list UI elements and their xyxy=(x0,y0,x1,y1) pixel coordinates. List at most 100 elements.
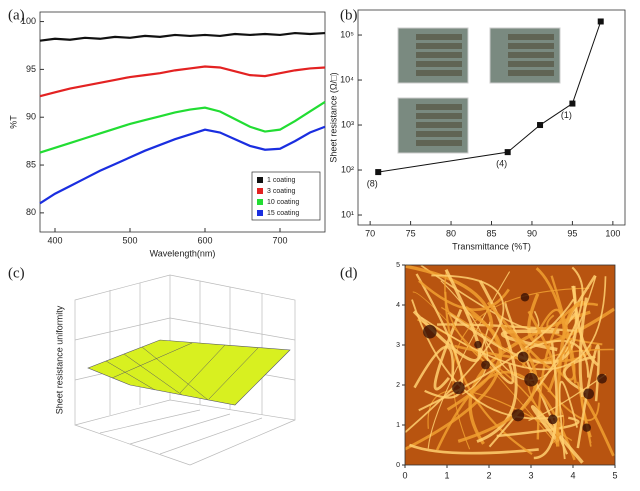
afm-fiber xyxy=(418,298,575,412)
point xyxy=(569,100,576,107)
afm-pore xyxy=(474,340,482,349)
afm-fiber xyxy=(477,345,515,385)
x-tick-label: 75 xyxy=(406,228,416,238)
legend-marker xyxy=(257,177,263,183)
afm-fiber xyxy=(547,346,569,393)
x-tick-label: 80 xyxy=(446,228,456,238)
legend-label: 1 coating xyxy=(267,177,296,184)
panel-label: (c) xyxy=(8,265,25,281)
y-axis-label: %T xyxy=(8,115,18,129)
afm-pore xyxy=(582,423,591,432)
afm-fiber xyxy=(420,276,607,371)
inset-strip xyxy=(508,70,554,76)
plot-frame xyxy=(404,264,616,466)
panel-label: (b) xyxy=(340,7,358,23)
legend-marker xyxy=(257,199,263,205)
x-tick-label: 85 xyxy=(486,228,496,238)
y-tick-label: 85 xyxy=(26,159,36,169)
annotation: (1) xyxy=(561,110,572,120)
afm-pore xyxy=(597,373,607,384)
y-axis-label: Sheet resistance (Ω/□) xyxy=(328,72,338,162)
inset-strip xyxy=(416,61,462,67)
afm-pore xyxy=(511,409,525,422)
y-tick-label: 1 xyxy=(396,422,400,429)
point xyxy=(537,122,544,129)
point xyxy=(597,18,604,25)
y-tick-label: 5 xyxy=(396,262,400,269)
x-tick-label: 4 xyxy=(570,470,575,480)
legend-marker xyxy=(257,188,263,194)
y-tick-label: 4 xyxy=(396,302,400,309)
series-line xyxy=(39,31,326,42)
inset-strip xyxy=(416,131,462,137)
afm-fiber xyxy=(576,344,601,449)
series-line xyxy=(39,65,326,98)
afm-fiber xyxy=(457,323,538,443)
afm-fiber xyxy=(412,291,558,445)
afm-fiber xyxy=(555,301,586,447)
y-tick-label: 3 xyxy=(396,342,400,349)
x-axis-label: Wavelength(nm) xyxy=(150,248,216,258)
inset-strip xyxy=(416,43,462,49)
y-tick-label: 10³ xyxy=(341,119,354,129)
inset-strip xyxy=(416,113,462,119)
afm-fiber xyxy=(412,268,481,363)
legend-label: 15 coating xyxy=(267,210,299,217)
afm-fiber xyxy=(558,380,579,460)
afm-pore xyxy=(520,293,530,302)
plot-frame xyxy=(39,11,326,233)
afm-fiber xyxy=(501,329,560,352)
legend-label: 10 coating xyxy=(267,199,299,206)
x-tick-label: 100 xyxy=(605,228,620,238)
surface xyxy=(87,339,291,406)
afm-fiber xyxy=(405,264,494,328)
series-line xyxy=(39,125,326,205)
afm-fiber xyxy=(440,306,565,446)
afm-pore xyxy=(524,372,538,387)
series-line xyxy=(39,100,326,154)
afm-fiber xyxy=(527,293,616,345)
x-tick-label: 95 xyxy=(567,228,577,238)
y-tick-label: 100 xyxy=(21,16,36,26)
afm-fiber xyxy=(580,395,615,457)
x-tick-label: 70 xyxy=(365,228,375,238)
y-tick-label: 10⁵ xyxy=(340,29,354,39)
afm-fiber xyxy=(420,264,540,330)
afm-pore xyxy=(517,351,529,363)
y-tick-label: 90 xyxy=(26,112,36,122)
afm-pore xyxy=(547,414,558,425)
inset-strip xyxy=(416,34,462,40)
z-axis-label: Sheet resistance uniformity xyxy=(54,305,64,414)
x-tick-label: 3 xyxy=(528,470,533,480)
y-tick-label: 0 xyxy=(396,462,400,469)
inset-strip xyxy=(416,140,462,146)
inset-strip xyxy=(508,61,554,67)
legend xyxy=(251,171,321,221)
annotation: (8) xyxy=(367,178,378,188)
afm-fiber xyxy=(578,297,588,397)
x-tick-label: 2 xyxy=(486,470,491,480)
inset-strip xyxy=(416,52,462,58)
inset-strip xyxy=(508,52,554,58)
inset-strip xyxy=(416,104,462,110)
annotation: (4) xyxy=(496,158,507,168)
afm-fiber xyxy=(408,443,539,455)
panel-label: (d) xyxy=(340,265,358,281)
x-tick-label: 1 xyxy=(444,470,449,480)
legend-marker xyxy=(257,210,263,216)
point xyxy=(375,169,382,176)
panel-label: (a) xyxy=(8,7,25,23)
x-axis-label: Transmittance (%T) xyxy=(452,241,531,251)
legend-label: 3 coating xyxy=(267,188,296,195)
x-tick-label: 5 xyxy=(612,470,617,480)
y-tick-label: 2 xyxy=(396,382,400,389)
afm-pore xyxy=(423,324,437,339)
afm-pore xyxy=(583,388,595,400)
x-tick-label: 400 xyxy=(47,235,62,245)
x-tick-label: 700 xyxy=(272,235,287,245)
y-tick-label: 10² xyxy=(341,164,354,174)
afm-fiber xyxy=(433,309,463,391)
inset-strip xyxy=(416,122,462,128)
afm-fiber xyxy=(413,345,455,389)
